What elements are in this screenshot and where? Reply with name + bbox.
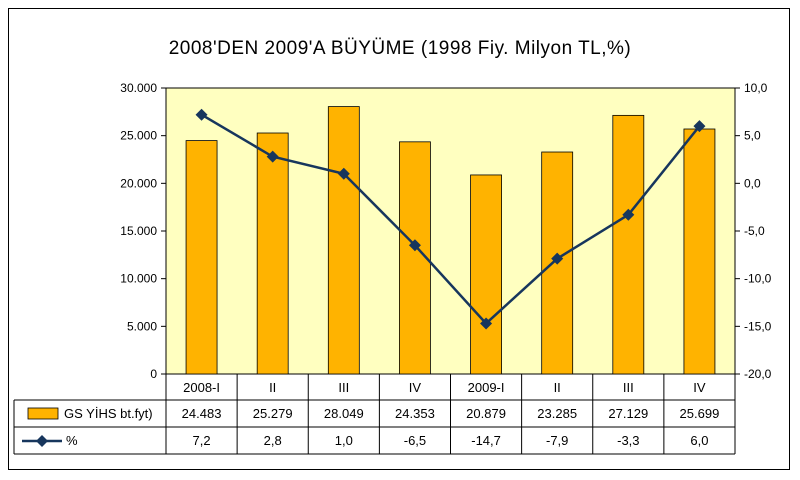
line-point bbox=[622, 208, 635, 221]
left-axis-tick-label: 20.000 bbox=[120, 176, 157, 190]
bar bbox=[327, 106, 360, 375]
left-axis-tick-label: 0 bbox=[150, 367, 157, 381]
line-value-cell: -7,9 bbox=[546, 433, 568, 448]
bar-value-cell: 23.285 bbox=[537, 406, 577, 421]
right-axis-tick-label: -15,0 bbox=[744, 319, 772, 333]
right-axis-tick-label: -5,0 bbox=[744, 224, 765, 238]
bar-value-cell: 27.129 bbox=[608, 406, 648, 421]
bar-value-cell: 24.353 bbox=[395, 406, 435, 421]
line-value-cell: 6,0 bbox=[690, 433, 708, 448]
legend-bar-label: GS YİHS bt.fyt) bbox=[64, 406, 153, 421]
category-label: 2008-I bbox=[183, 380, 220, 395]
category-label: II bbox=[554, 380, 561, 395]
category-label: IV bbox=[409, 380, 422, 395]
category-label: II bbox=[269, 380, 276, 395]
bar-value-cell: 25.699 bbox=[680, 406, 720, 421]
line-point bbox=[337, 167, 350, 180]
line-point bbox=[266, 150, 279, 163]
line-value-cell: -14,7 bbox=[471, 433, 501, 448]
left-axis-tick-label: 30.000 bbox=[120, 81, 157, 95]
right-axis-tick-label: 10,0 bbox=[744, 81, 768, 95]
line-point bbox=[195, 108, 208, 121]
legend-line-marker bbox=[36, 435, 48, 447]
line-value-cell: 1,0 bbox=[335, 433, 353, 448]
line-point bbox=[408, 239, 421, 252]
left-axis-tick-label: 25.000 bbox=[120, 129, 157, 143]
left-axis-tick-label: 15.000 bbox=[120, 224, 157, 238]
bar bbox=[470, 174, 502, 375]
bar bbox=[612, 114, 645, 375]
line-point bbox=[551, 252, 564, 265]
bar-value-cell: 24.483 bbox=[182, 406, 222, 421]
right-axis-tick-label: -10,0 bbox=[744, 272, 772, 286]
legend-line-label: % bbox=[66, 433, 78, 448]
category-label: 2009-I bbox=[468, 380, 505, 395]
bar-value-cell: 28.049 bbox=[324, 406, 364, 421]
bar-value-cell: 25.279 bbox=[253, 406, 293, 421]
chart-title: 2008'DEN 2009'A BÜYÜME (1998 Fiy. Milyon… bbox=[168, 38, 632, 59]
line-value-cell: 2,8 bbox=[264, 433, 282, 448]
left-axis-tick-label: 10.000 bbox=[120, 272, 157, 286]
line-point bbox=[480, 317, 493, 330]
line-value-cell: 7,2 bbox=[193, 433, 211, 448]
category-label: III bbox=[623, 380, 634, 395]
plot-area bbox=[165, 87, 736, 375]
line-value-cell: -3,3 bbox=[617, 433, 639, 448]
right-axis-tick-label: 0,0 bbox=[744, 176, 761, 190]
right-axis-tick-label: 5,0 bbox=[744, 129, 761, 143]
bar-value-cell: 20.879 bbox=[466, 406, 506, 421]
bar bbox=[683, 128, 716, 375]
category-label: IV bbox=[693, 380, 706, 395]
series-line bbox=[200, 113, 701, 326]
category-label: III bbox=[338, 380, 349, 395]
right-axis-tick-label: -20,0 bbox=[744, 367, 772, 381]
bar bbox=[185, 140, 218, 375]
line-point bbox=[693, 120, 706, 133]
legend-bar-swatch bbox=[27, 407, 59, 420]
line-value-cell: -6,5 bbox=[404, 433, 426, 448]
bar bbox=[256, 132, 289, 375]
left-axis-tick-label: 5.000 bbox=[127, 319, 157, 333]
